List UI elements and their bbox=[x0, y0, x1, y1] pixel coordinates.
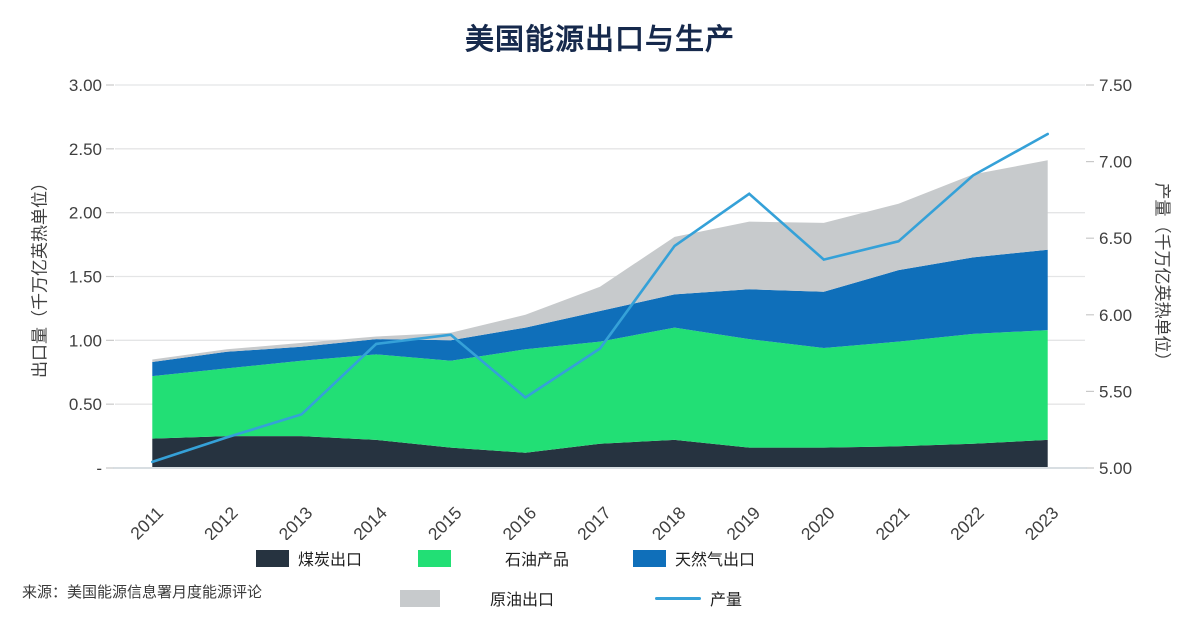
left-tick-label: 3.00 bbox=[69, 76, 102, 95]
left-tick-label: 1.50 bbox=[69, 268, 102, 287]
area-series-1 bbox=[152, 327, 1048, 453]
right-axis-title: 产量（千万亿英热单位） bbox=[1152, 182, 1172, 370]
x-tick-label: 2022 bbox=[946, 503, 988, 540]
legend-item-coal: 煤炭出口 bbox=[256, 549, 363, 569]
legend-label-production: 产量 bbox=[710, 592, 743, 609]
x-tick-label: 2017 bbox=[573, 503, 615, 540]
area-series-0 bbox=[152, 436, 1048, 467]
production-line bbox=[151, 132, 1049, 464]
x-tick-label: 2016 bbox=[499, 503, 541, 540]
left-tick-label: 1.00 bbox=[69, 331, 102, 350]
x-tick-label: 2012 bbox=[200, 503, 242, 540]
legend-line-swatch-production bbox=[655, 596, 701, 600]
x-tick-label: 2015 bbox=[424, 503, 466, 540]
x-tick-label: 2019 bbox=[722, 503, 764, 540]
right-tick-label: 5.00 bbox=[1099, 459, 1132, 478]
legend-swatch-natural-gas bbox=[633, 549, 666, 567]
left-tick-label: 0.50 bbox=[69, 395, 102, 414]
x-tick-label: 2013 bbox=[275, 503, 317, 540]
legend-label-coal: 煤炭出口 bbox=[298, 552, 363, 569]
legend-swatch-coal bbox=[256, 549, 289, 567]
chart-canvas: 3.00 2.50 2.00 1.50 1.00 0.50 - 7.50 7.00 6.50 6.0… bbox=[69, 76, 1132, 540]
legend-label-natural-gas: 天然气出口 bbox=[675, 552, 756, 569]
right-tick-label: 6.00 bbox=[1099, 306, 1132, 325]
legend-label-petroleum: 石油产品 bbox=[505, 552, 570, 569]
right-tick-label: 7.00 bbox=[1099, 153, 1132, 172]
x-tick-label: 2018 bbox=[648, 503, 690, 540]
left-tick-label: - bbox=[96, 459, 102, 478]
x-tick-label: 2014 bbox=[349, 503, 391, 540]
source-note: 来源：美国能源信息署月度能源评论 bbox=[22, 584, 263, 601]
right-tick-label: 5.50 bbox=[1099, 382, 1132, 401]
right-tick-label: 6.50 bbox=[1099, 229, 1132, 248]
right-tick-label: 7.50 bbox=[1099, 76, 1132, 95]
x-tick-label: 2020 bbox=[797, 503, 839, 540]
left-axis-title: 出口量（千万亿英热单位） bbox=[30, 174, 50, 378]
x-tick-label: 2023 bbox=[1021, 503, 1063, 540]
legend-item-production: 产量 bbox=[655, 589, 743, 609]
legend-swatch-petroleum bbox=[418, 549, 451, 567]
legend-label-crude: 原油出口 bbox=[490, 592, 555, 609]
legend-item-natural-gas: 天然气出口 bbox=[633, 549, 756, 569]
page-title: 美国能源出口与生产 bbox=[464, 24, 735, 56]
area-series-3 bbox=[152, 160, 1048, 362]
legend-item-crude: 原油出口 bbox=[400, 589, 555, 609]
x-tick-label: 2011 bbox=[126, 503, 167, 540]
legend-swatch-crude bbox=[400, 589, 440, 607]
left-tick-label: 2.00 bbox=[69, 204, 102, 223]
x-tick-label: 2021 bbox=[872, 503, 914, 540]
left-tick-label: 2.50 bbox=[69, 140, 102, 159]
legend-item-petroleum: 石油产品 bbox=[418, 549, 570, 569]
